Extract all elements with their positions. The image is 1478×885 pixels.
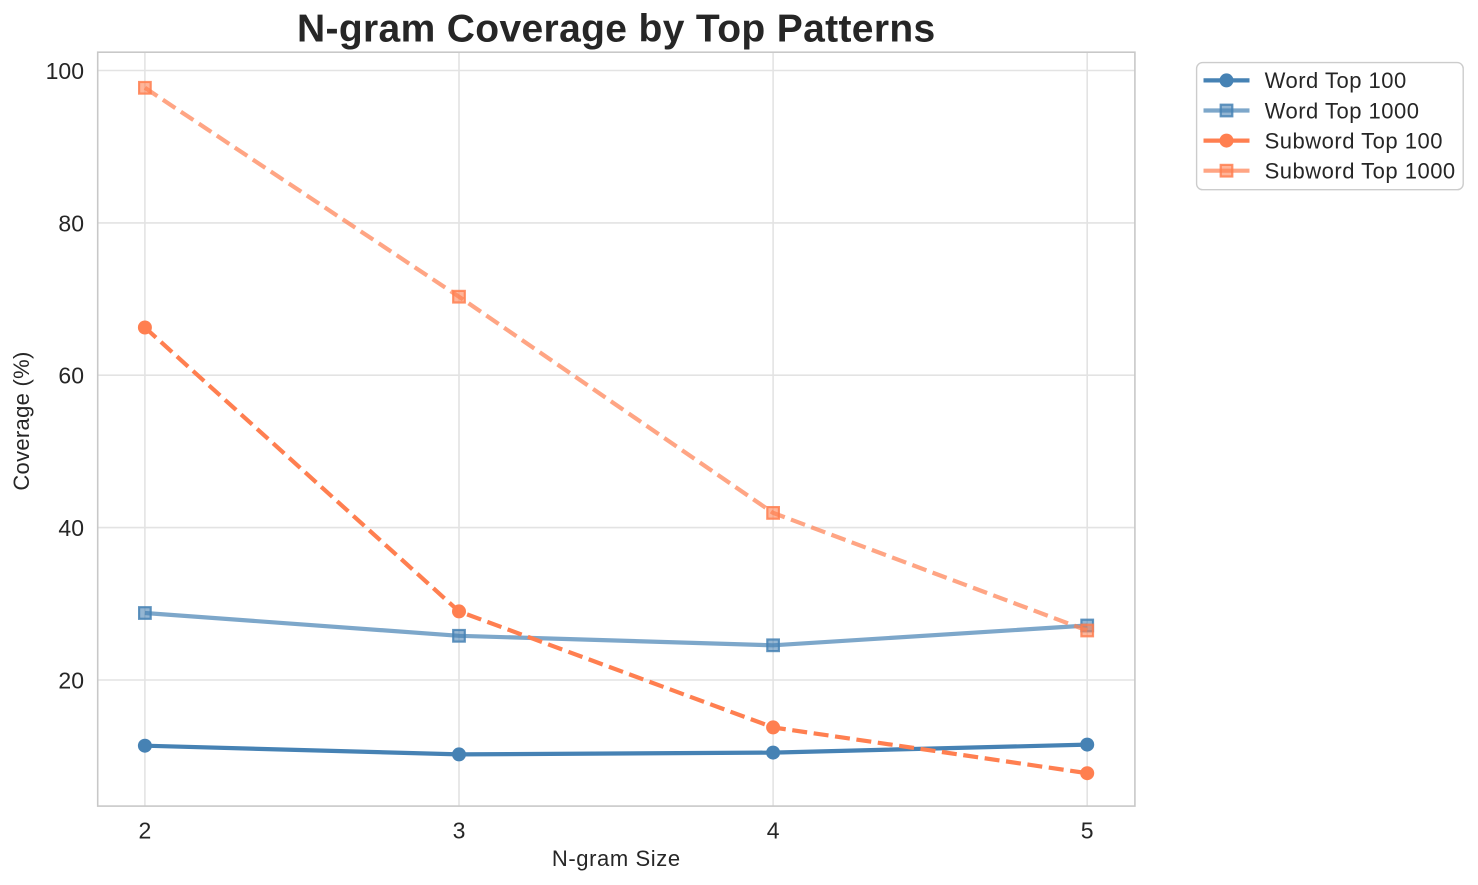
svg-text:Word Top 100: Word Top 100: [1265, 68, 1407, 93]
svg-text:80: 80: [58, 210, 84, 236]
svg-text:Word Top 1000: Word Top 1000: [1265, 98, 1420, 123]
svg-text:Subword Top 1000: Subword Top 1000: [1265, 159, 1456, 184]
svg-text:N-gram Size: N-gram Size: [552, 846, 681, 871]
svg-text:5: 5: [1081, 818, 1094, 844]
svg-text:Subword Top 100: Subword Top 100: [1265, 128, 1443, 153]
svg-text:Coverage (%): Coverage (%): [9, 351, 34, 490]
svg-text:20: 20: [58, 667, 84, 693]
svg-text:60: 60: [58, 363, 84, 389]
svg-text:3: 3: [453, 818, 466, 844]
svg-text:100: 100: [46, 58, 84, 84]
svg-text:40: 40: [58, 515, 84, 541]
svg-text:2: 2: [139, 818, 152, 844]
svg-text:N-gram Coverage by Top Pattern: N-gram Coverage by Top Patterns: [297, 7, 936, 50]
svg-text:4: 4: [767, 818, 780, 844]
